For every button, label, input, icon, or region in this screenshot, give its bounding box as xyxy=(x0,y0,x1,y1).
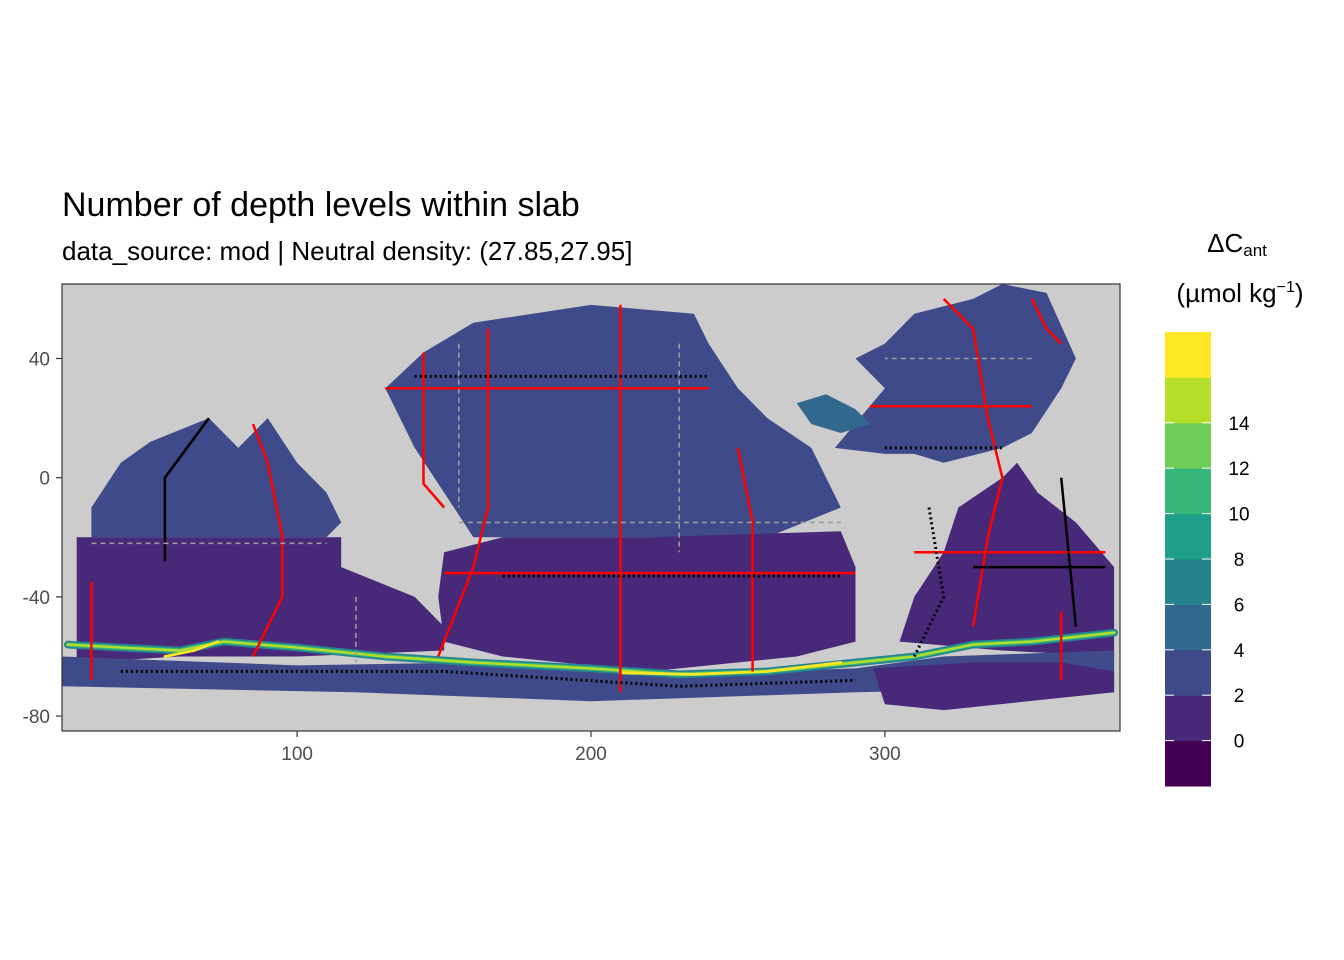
colorbar-tick-label: 6 xyxy=(1234,595,1245,616)
colorbar-bin xyxy=(1165,740,1211,787)
region-south-atlantic xyxy=(899,462,1115,657)
plot-panel xyxy=(61,283,1121,732)
section-line-14 xyxy=(120,669,856,688)
colorbar-bin xyxy=(1165,422,1211,469)
y-tick-label: 0 xyxy=(39,469,50,490)
colorbar-tick-label: 10 xyxy=(1228,505,1249,526)
chart-title: Number of depth levels within slab xyxy=(62,186,580,224)
region-weddell xyxy=(873,662,1115,711)
legend-title-sub: ant xyxy=(1243,241,1267,260)
region-indian-north xyxy=(91,418,342,538)
x-tick-label: 200 xyxy=(575,744,607,765)
section-line-11 xyxy=(1030,298,1063,345)
colorbar-bin xyxy=(1165,604,1211,651)
section-line-12 xyxy=(422,352,446,509)
acc-high-band xyxy=(64,628,1118,679)
region-north-atlantic xyxy=(834,284,1076,463)
section-line-18 xyxy=(1059,477,1078,627)
band-layer-2 xyxy=(66,631,1116,676)
region-southern-ocean xyxy=(62,650,1115,702)
region-indian-south xyxy=(76,537,445,663)
colorbar-tick-label: 8 xyxy=(1234,550,1245,571)
section-line-17 xyxy=(163,417,210,562)
y-tick-label: -40 xyxy=(23,588,50,609)
colorbar-tick-label: 14 xyxy=(1228,414,1250,435)
y-tick-label: 40 xyxy=(29,350,50,371)
colorbar-bin xyxy=(1165,377,1211,424)
legend-unit-open: (µmol kg xyxy=(1176,278,1277,308)
colorbar-bin xyxy=(1165,695,1211,742)
region-north-pacific xyxy=(385,304,841,538)
colorbar-tick-label: 0 xyxy=(1234,732,1245,753)
legend-unit: (µmol kg−1) xyxy=(1160,278,1320,309)
hydrographic-sections xyxy=(90,298,1106,693)
colorbar-bin xyxy=(1165,332,1211,378)
ocean-regions xyxy=(62,284,1115,711)
x-tick-label: 300 xyxy=(869,744,901,765)
legend-title-main: ΔC xyxy=(1207,228,1244,258)
y-tick-label: -80 xyxy=(23,707,50,728)
section-line-4 xyxy=(736,447,754,672)
chart-subtitle: data_source: mod | Neutral density: (27.… xyxy=(62,236,633,266)
colorbar-tick-label: 12 xyxy=(1228,459,1249,480)
y-axis: 40 0 -40 -80 xyxy=(23,350,62,728)
region-south-pacific xyxy=(438,531,856,672)
colorbar-bin xyxy=(1165,513,1211,560)
x-tick-label: 100 xyxy=(281,744,313,765)
colorbar-bin xyxy=(1165,559,1211,605)
colorbar-bin xyxy=(1165,468,1211,515)
section-line-5 xyxy=(251,423,284,658)
legend-title: ΔCant xyxy=(1172,228,1302,261)
legend-unit-close: ) xyxy=(1294,278,1304,308)
section-line-1 xyxy=(437,328,490,657)
colorbar: 0 2 4 6 8 10 12 14 xyxy=(1165,332,1250,787)
colorbar-bin xyxy=(1165,649,1211,696)
band-peak-1 xyxy=(163,640,220,658)
colorbar-tick-label: 4 xyxy=(1234,641,1245,662)
band-peak-0 xyxy=(619,661,843,676)
region-caribbean xyxy=(796,394,871,433)
colorbar-tick-label: 2 xyxy=(1234,686,1245,707)
section-line-20 xyxy=(912,507,946,658)
legend-unit-sup: −1 xyxy=(1276,279,1295,296)
x-axis: 100 200 300 xyxy=(281,731,901,765)
